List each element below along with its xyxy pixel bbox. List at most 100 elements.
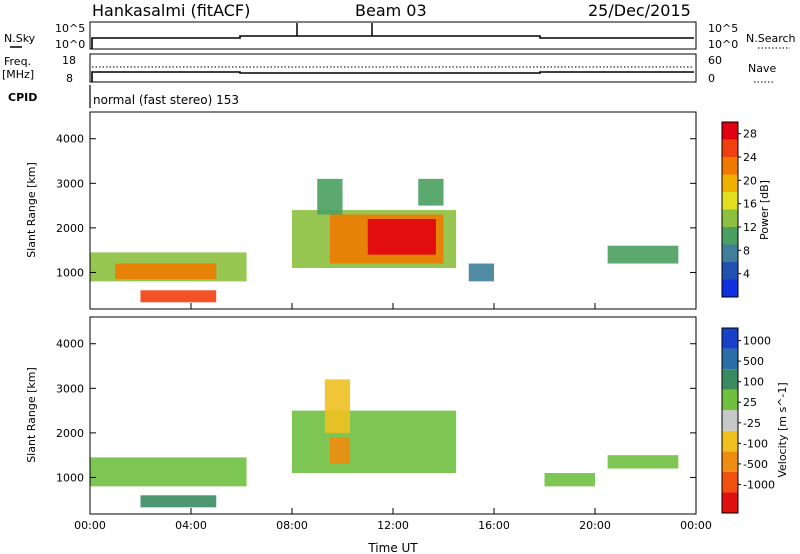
scatter-region <box>329 437 351 465</box>
x-tick-label: 00:00 <box>680 519 712 532</box>
colorbar-swatch <box>722 122 738 140</box>
y-tick-label: 4000 <box>56 338 84 351</box>
x-tick-label: 12:00 <box>377 519 409 532</box>
colorbar-swatch <box>722 174 738 192</box>
y-tick-label: 2000 <box>56 427 84 440</box>
nave-top-tick: 60 <box>708 54 722 67</box>
x-axis-label: Time UT <box>367 541 418 554</box>
scatter-region <box>324 379 351 433</box>
colorbar-tick-label: -500 <box>743 458 768 471</box>
scatter-region <box>544 472 595 487</box>
colorbar-swatch <box>722 451 738 472</box>
velocity-x-axis: 00:00 04:00 08:00 12:00 16:00 20:00 00:00 <box>74 508 712 532</box>
colorbar-swatch <box>722 279 738 297</box>
beam-title: Beam 03 <box>355 1 427 20</box>
colorbar-swatch <box>722 389 738 411</box>
colorbar-tick-label: 24 <box>743 151 757 164</box>
velocity-y-axis: 1000 2000 3000 4000 <box>56 338 696 484</box>
nsearch-top-tick: 10^5 <box>708 22 738 35</box>
x-tick-label: 08:00 <box>276 519 308 532</box>
colorbar-tick-label: -100 <box>743 437 768 450</box>
x-tick-label: 04:00 <box>175 519 207 532</box>
colorbar-tick-label: 100 <box>743 376 764 389</box>
colorbar-tick-label: 20 <box>743 174 757 187</box>
scatter-region <box>367 218 436 255</box>
colorbar-tick-label: 16 <box>743 198 757 211</box>
nsky-top-tick: 10^5 <box>55 22 85 35</box>
y-tick-label: 2000 <box>56 222 84 235</box>
colorbar-tick-label: 28 <box>743 128 757 141</box>
colorbar-tick-label: 8 <box>743 244 750 257</box>
date-title: 25/Dec/2015 <box>588 1 691 20</box>
colorbar-swatch <box>722 410 738 431</box>
nsky-bottom-tick: 10^0 <box>55 38 85 51</box>
scatter-region <box>90 457 247 487</box>
colorbar-tick-label: -25 <box>743 417 761 430</box>
nave-bottom-tick: 0 <box>708 72 715 85</box>
nsky-strip-frame <box>89 21 697 50</box>
scatter-region <box>115 263 217 280</box>
station-title: Hankasalmi (fitACF) <box>92 1 250 20</box>
cpid-value: normal (fast stereo) 153 <box>93 93 239 107</box>
colorbar-swatch <box>722 430 738 452</box>
colorbar-swatch <box>722 139 738 157</box>
scatter-region <box>317 178 343 215</box>
scatter-region <box>468 263 494 282</box>
x-tick-label: 20:00 <box>579 519 611 532</box>
colorbar-tick-label: -1000 <box>743 478 775 491</box>
scatter-region <box>140 290 217 303</box>
scatter-region <box>140 495 217 508</box>
freq-trace <box>91 71 694 82</box>
colorbar-tick-label: 25 <box>743 396 757 409</box>
cpid-label: CPID <box>8 91 37 104</box>
colorbar-swatch <box>722 348 738 370</box>
power-colorbar-label: Power [dB] <box>758 180 771 240</box>
colorbar-swatch <box>722 492 738 513</box>
colorbar-swatch <box>722 209 738 227</box>
nsearch-bottom-tick: 10^0 <box>708 38 738 51</box>
scatter-region <box>292 410 457 473</box>
y-tick-label: 4000 <box>56 133 84 146</box>
power-panel: 1000 2000 3000 4000 Slant Range [km] <box>25 111 697 310</box>
nave-label: Nave <box>748 62 776 75</box>
y-tick-label: 1000 <box>56 266 84 279</box>
colorbar-tick-label: 1000 <box>743 335 771 348</box>
colorbar-swatch <box>722 369 738 390</box>
colorbar-tick-label: 4 <box>743 268 750 281</box>
colorbar-swatch <box>722 328 738 349</box>
colorbar-swatch <box>722 157 738 175</box>
colorbar-swatch <box>722 227 738 245</box>
power-y-axis: 1000 2000 3000 4000 <box>56 133 696 279</box>
colorbar-swatch <box>722 471 738 493</box>
colorbar-frame <box>721 121 739 298</box>
nsky-trace <box>91 35 694 49</box>
colorbar-swatch <box>722 244 738 262</box>
velocity-y-label: Slant Range [km] <box>25 367 38 463</box>
y-tick-label: 3000 <box>56 177 84 190</box>
nsky-label: N.Sky <box>4 32 36 45</box>
freq-strip-frame <box>89 53 697 83</box>
velocity-colorbar: 1000 500 100 25 -25 -100 -500 -1000 <box>721 327 775 514</box>
colorbar-swatch <box>722 262 738 280</box>
freq-top-tick: 18 <box>62 54 76 67</box>
scatter-region <box>607 245 679 264</box>
x-tick-label: 00:00 <box>74 519 106 532</box>
power-x-ticks <box>89 303 697 309</box>
velocity-panel: 1000 2000 3000 4000 Slant Range [km] 00:00 0… <box>25 316 712 532</box>
freq-unit-label: [MHz] <box>2 68 34 81</box>
scatter-region <box>607 455 679 469</box>
freq-label: Freq. <box>4 55 31 68</box>
power-y-label: Slant Range [km] <box>25 162 38 258</box>
y-tick-label: 1000 <box>56 471 84 484</box>
colorbar-tick-label: 500 <box>743 355 764 368</box>
power-data <box>90 178 679 303</box>
freq-bottom-tick: 8 <box>66 72 73 85</box>
y-tick-label: 3000 <box>56 382 84 395</box>
scatter-region <box>418 178 444 206</box>
velocity-colorbar-label: Velocity [m s^-1] <box>776 382 789 477</box>
velocity-data <box>90 379 679 508</box>
nsearch-label: N.Search <box>746 32 796 45</box>
power-colorbar: 4 8 12 16 20 24 28 <box>721 121 757 298</box>
colorbar-frame <box>721 327 739 514</box>
